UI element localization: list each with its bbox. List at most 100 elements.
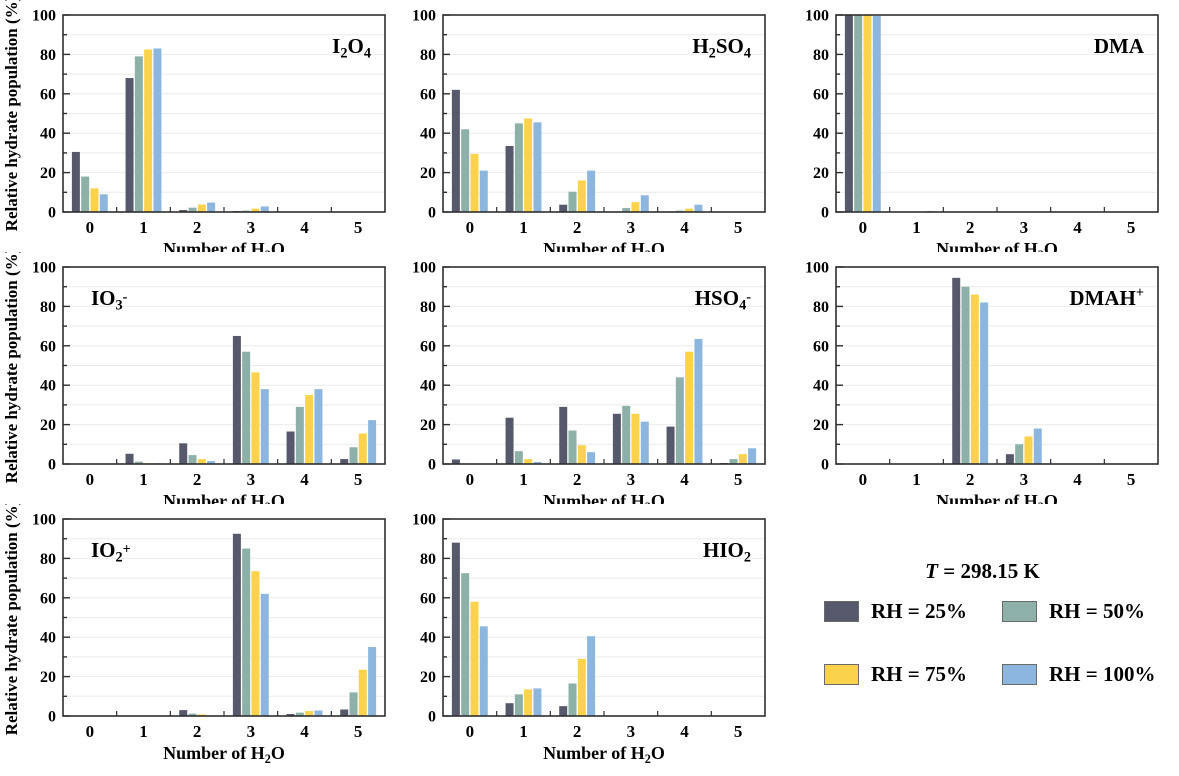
bar (640, 421, 649, 464)
chart-svg: 0 20 40 60 80 100 0 1 2 3 4 5 Number of H2O DMAH+ (805, 260, 1159, 514)
y-tick-label: 80 (420, 299, 436, 316)
y-tick-label: 100 (32, 8, 56, 25)
bar (358, 433, 367, 465)
y-tick-label: 20 (420, 417, 436, 434)
bar (125, 78, 134, 212)
x-tick-label: 3 (627, 470, 636, 489)
bar (286, 431, 295, 465)
panel-title: DMA (1094, 34, 1145, 58)
bar (90, 188, 99, 212)
bar (314, 710, 323, 716)
y-tick-label: 60 (420, 86, 436, 103)
bar (349, 447, 358, 464)
legend-item-rh100: RH = 100% (1002, 662, 1179, 687)
bar (612, 413, 621, 464)
bar (970, 294, 979, 464)
chart-svg: 0 20 40 60 80 100 0 1 2 3 4 5 Number of H2O DMA (805, 8, 1159, 262)
y-tick-label: 100 (805, 8, 829, 25)
chart-svg: 0 20 40 60 80 100 0 1 2 3 4 5 Number of H2O H2SO4 (412, 8, 766, 262)
bar (844, 15, 853, 212)
chart-svg: 0 20 40 60 80 100 0 1 2 3 4 5 Number of H2O Relative … (2, 500, 386, 766)
chart-panel-dmah: 0 20 40 60 80 100 0 1 2 3 4 5 Number of H2O DMAH+ (786, 252, 1179, 514)
x-tick-label: 4 (1073, 218, 1082, 237)
bar (314, 389, 323, 464)
x-tick-label: 4 (680, 722, 689, 741)
x-tick-label: 1 (912, 218, 921, 237)
bar (340, 459, 349, 464)
bar (251, 372, 260, 464)
bar (587, 452, 596, 464)
bar (863, 15, 872, 212)
x-tick-label: 3 (627, 722, 636, 741)
bar (622, 405, 631, 464)
x-tick-label: 1 (519, 470, 528, 489)
panel-title: IO2+ (91, 538, 131, 566)
bar (305, 395, 314, 464)
legend-item-rh75: RH = 75% (824, 662, 1002, 687)
bar (461, 573, 470, 716)
bar (125, 453, 134, 464)
chart-svg: 0 20 40 60 80 100 0 1 2 3 4 5 Number of H2O HSO4- (412, 260, 766, 514)
x-tick-label: 1 (519, 218, 528, 237)
y-tick-label: 40 (420, 630, 436, 647)
y-tick-label: 80 (40, 551, 56, 568)
bar (179, 443, 188, 464)
y-tick-label: 60 (40, 338, 56, 355)
bar (470, 153, 479, 212)
y-tick-label: 80 (40, 47, 56, 64)
x-tick-label: 4 (680, 218, 689, 237)
bar (349, 692, 358, 716)
bar (461, 129, 470, 212)
y-tick-label: 40 (813, 378, 829, 395)
y-tick-label: 0 (48, 709, 56, 726)
legend-title-value: = 298.15 K (938, 559, 1040, 583)
bar (729, 459, 738, 464)
x-tick-label: 0 (86, 470, 95, 489)
x-tick-label: 5 (354, 722, 363, 741)
chart-panel-hso4: 0 20 40 60 80 100 0 1 2 3 4 5 Number of H2O HSO4- (393, 252, 786, 514)
x-tick-label: 5 (1127, 218, 1136, 237)
y-tick-label: 100 (412, 260, 436, 277)
bar (666, 426, 675, 464)
panel-title: HIO2 (703, 538, 751, 566)
x-tick-label: 3 (247, 470, 256, 489)
y-tick-label: 0 (48, 457, 56, 474)
bar (71, 151, 80, 212)
x-axis-title: Number of H2O (163, 491, 285, 504)
bar (207, 461, 216, 464)
chart-panel-i2o4: 0 20 40 60 80 100 0 1 2 3 4 5 Number of H2O Relative … (0, 0, 393, 262)
bar (1005, 454, 1014, 464)
x-tick-label: 0 (466, 218, 475, 237)
bar (188, 207, 197, 212)
y-tick-label: 100 (805, 260, 829, 277)
y-tick-label: 100 (412, 512, 436, 529)
y-axis-title: Relative hydrate population (%) (2, 504, 21, 735)
bar (295, 406, 304, 464)
legend-items: RH = 25% RH = 50% RH = 75% RH = 100% (824, 599, 1155, 687)
x-axis-title: Number of H2O (936, 239, 1058, 252)
x-tick-label: 0 (859, 470, 868, 489)
y-tick-label: 40 (40, 126, 56, 143)
y-tick-label: 80 (420, 47, 436, 64)
y-tick-label: 60 (420, 338, 436, 355)
bar (305, 711, 314, 716)
bar (961, 286, 970, 464)
x-tick-label: 5 (734, 470, 743, 489)
bar (134, 461, 143, 464)
chart-svg: 0 20 40 60 80 100 0 1 2 3 4 5 Number of H2O Relative … (2, 0, 386, 262)
bar (1033, 428, 1042, 464)
bar (559, 406, 568, 464)
bar (286, 714, 295, 716)
y-tick-label: 20 (40, 669, 56, 686)
bar (577, 658, 586, 716)
x-tick-label: 1 (912, 470, 921, 489)
bar (179, 210, 188, 212)
x-tick-label: 1 (139, 722, 148, 741)
bar (514, 694, 523, 716)
y-axis-title: Relative hydrate population (%) (2, 252, 21, 483)
x-axis-title: Number of H2O (163, 743, 285, 766)
bar (533, 462, 542, 464)
bar (640, 195, 649, 212)
x-tick-label: 0 (86, 722, 95, 741)
bar (81, 176, 90, 212)
